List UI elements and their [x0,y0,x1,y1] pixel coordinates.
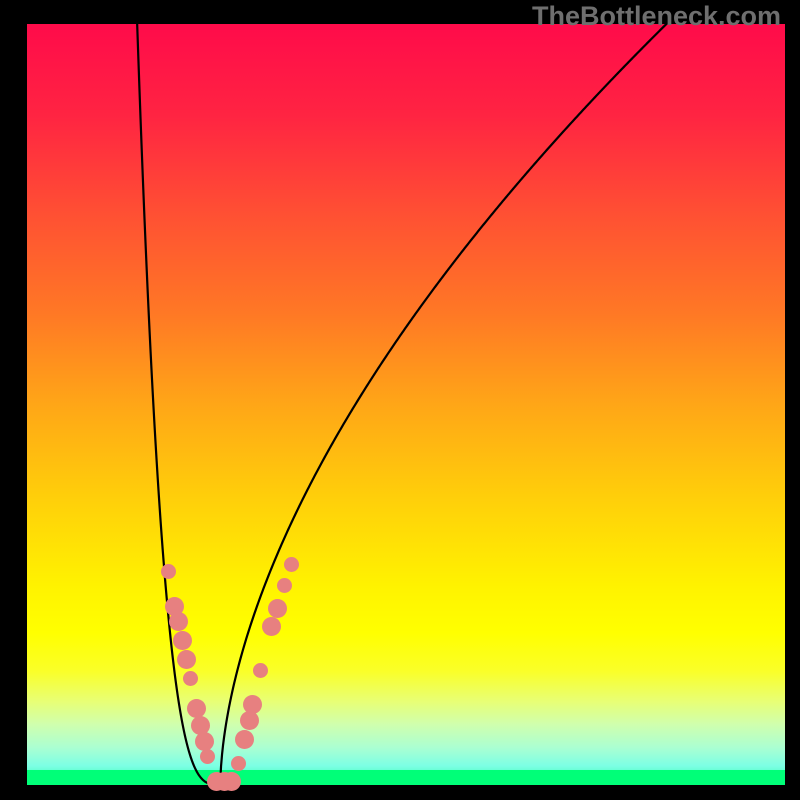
curve-layer [0,0,800,800]
marker-dot [235,730,254,749]
marker-dot [173,631,192,650]
marker-dot [222,772,241,791]
marker-dot [200,749,215,764]
chart-canvas: TheBottleneck.com [0,0,800,800]
marker-dot [169,612,188,631]
marker-dot [195,732,214,751]
marker-dot [268,599,287,618]
attribution-text: TheBottleneck.com [532,1,781,32]
marker-dot [284,557,299,572]
